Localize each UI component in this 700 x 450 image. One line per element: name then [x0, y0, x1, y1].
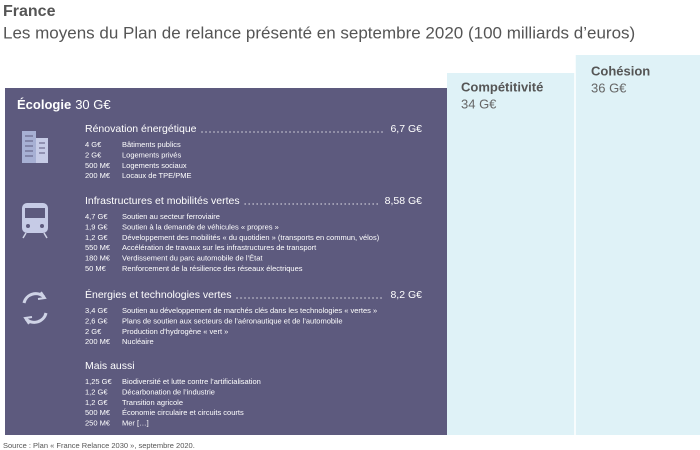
item-amount: 4 G€: [85, 140, 102, 149]
item-amount: 50 M€: [85, 264, 107, 273]
section-title: Infrastructures et mobilités vertes: [85, 195, 240, 207]
item-amount: 2 G€: [85, 327, 102, 336]
item-amount: 550 M€: [85, 243, 111, 252]
ecologie-amount: 30 G€: [75, 97, 111, 112]
cohesion-panel: [575, 55, 700, 435]
item-amount: 2 G€: [85, 150, 102, 159]
icons: [22, 131, 48, 325]
column-amount: 34 G€: [461, 96, 497, 111]
ecologie-panel: [5, 88, 447, 435]
subtitle: Les moyens du Plan de relance présenté e…: [3, 23, 635, 42]
column-amount: 36 G€: [591, 80, 627, 95]
item-amount: 200 M€: [85, 337, 111, 346]
item-label: Plans de soutien aux secteurs de l’aéron…: [122, 316, 343, 325]
item-amount: 3,4 G€: [85, 306, 108, 315]
building-icon: [22, 131, 48, 163]
column-name: Cohésion: [591, 63, 650, 78]
item-label: Renforcement de la résilience des réseau…: [122, 264, 303, 273]
section-title: Mais aussi: [85, 360, 135, 372]
item-amount: 1,9 G€: [85, 222, 108, 231]
item-label: Logements sociaux: [122, 161, 187, 170]
item-amount: 1,25 G€: [85, 377, 113, 386]
ecologie-name: Écologie: [17, 97, 71, 112]
item-amount: 250 M€: [85, 419, 111, 428]
section-amount: 8,58 G€: [385, 195, 423, 207]
column-name: Compétitivité: [461, 79, 543, 94]
competitivite-panel: [447, 73, 575, 435]
section-title: Énergies et technologies vertes: [85, 288, 232, 301]
item-label: Mer […]: [122, 419, 149, 428]
item-label: Décarbonation de l’industrie: [122, 387, 215, 396]
item-label: Économie circulaire et circuits courts: [122, 408, 244, 417]
item-amount: 1,2 G€: [85, 398, 108, 407]
recycle-icon: [22, 291, 48, 325]
title: France: [3, 3, 56, 20]
train-icon: [22, 203, 48, 239]
item-label: Verdissement du parc automobile de l’Éta…: [122, 254, 263, 263]
item-amount: 1,2 G€: [85, 233, 108, 242]
item-amount: 200 M€: [85, 171, 111, 180]
item-amount: 1,2 G€: [85, 387, 108, 396]
item-amount: 180 M€: [85, 254, 111, 263]
ecologie-heading: Écologie 30 G€: [17, 97, 111, 112]
item-amount: 500 M€: [85, 161, 111, 170]
item-label: Logements privés: [122, 150, 181, 159]
item-label: Soutien au secteur ferroviaire: [122, 212, 220, 221]
item-label: Bâtiments publics: [122, 140, 181, 149]
item-label: Soutien au développement de marchés clés…: [122, 306, 377, 315]
item-label: Accélération de travaux sur les infrastr…: [122, 243, 317, 252]
item-label: Transition agricole: [122, 398, 183, 407]
item-label: Soutien à la demande de véhicules « prop…: [122, 222, 279, 231]
item-label: Nucléaire: [122, 337, 154, 346]
item-amount: 2,6 G€: [85, 316, 108, 325]
section-amount: 6,7 G€: [390, 123, 422, 135]
item-label: Production d’hydrogène « vert »: [122, 327, 228, 336]
item-label: Locaux de TPE/PME: [122, 171, 191, 180]
source: Source : Plan « France Relance 2030 », s…: [3, 441, 195, 450]
section-amount: 8,2 G€: [390, 289, 422, 301]
item-label: Biodiversité et lutte contre l’artificia…: [122, 377, 261, 386]
section-title: Rénovation énergétique: [85, 123, 197, 135]
item-amount: 500 M€: [85, 408, 111, 417]
item-amount: 4,7 G€: [85, 212, 108, 221]
item-label: Développement des mobilités « du quotidi…: [122, 233, 380, 242]
